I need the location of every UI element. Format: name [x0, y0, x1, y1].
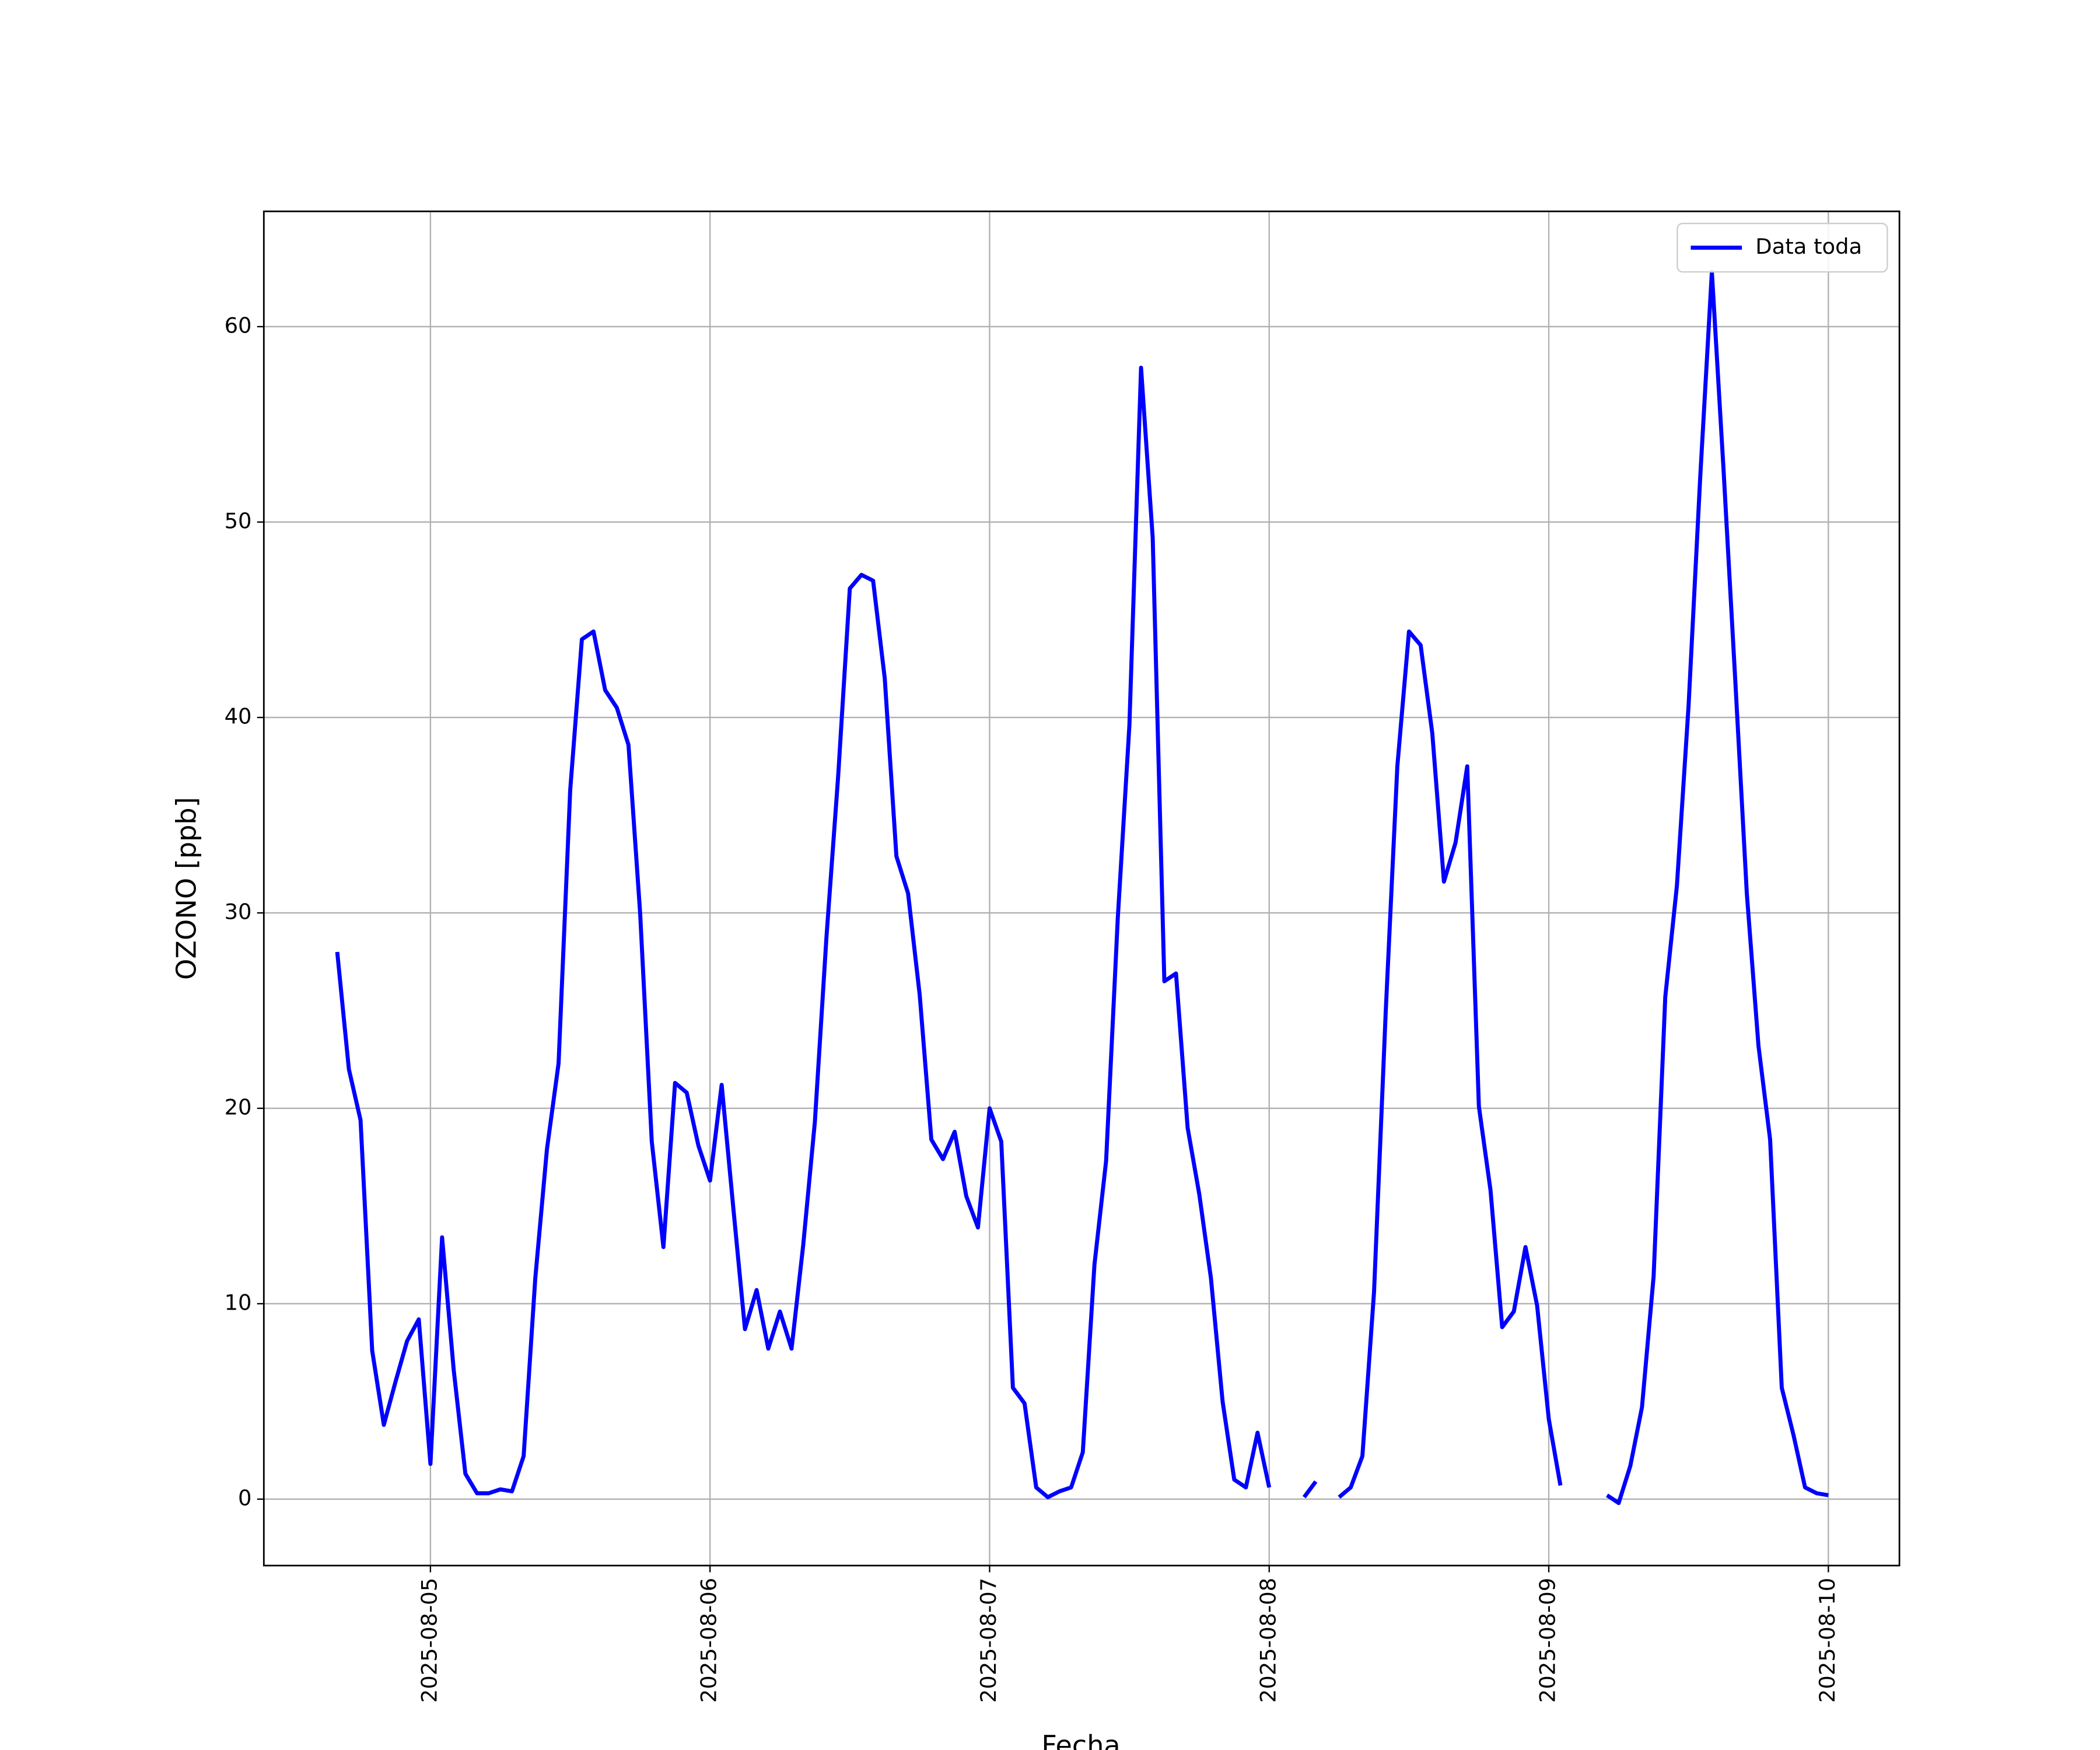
x-tick-label: 2025-08-05 — [416, 1578, 442, 1703]
x-tick-label: 2025-08-09 — [1535, 1578, 1560, 1703]
plot-frame — [262, 210, 1901, 1567]
legend-label: Data toda — [1755, 234, 1862, 259]
x-axis-label: Fecha — [1041, 1730, 1120, 1750]
y-tick-label: 60 — [225, 313, 252, 338]
data-line — [335, 270, 1829, 1506]
x-tick-label: 2025-08-06 — [696, 1578, 722, 1703]
y-tick-label: 40 — [225, 704, 252, 729]
x-tick-label: 2025-08-07 — [976, 1578, 1001, 1703]
y-tick-label: 30 — [225, 899, 252, 924]
x-tick-label: 2025-08-08 — [1255, 1578, 1280, 1703]
y-tick-label: 20 — [225, 1094, 252, 1119]
x-tick-label: 2025-08-10 — [1815, 1578, 1840, 1703]
y-tick-label: 50 — [225, 508, 252, 533]
y-tick-label: 0 — [238, 1485, 251, 1510]
y-tick-label: 10 — [225, 1290, 252, 1315]
legend-box — [1676, 222, 1888, 273]
y-axis-label: OZONO [ppb] — [171, 797, 202, 980]
